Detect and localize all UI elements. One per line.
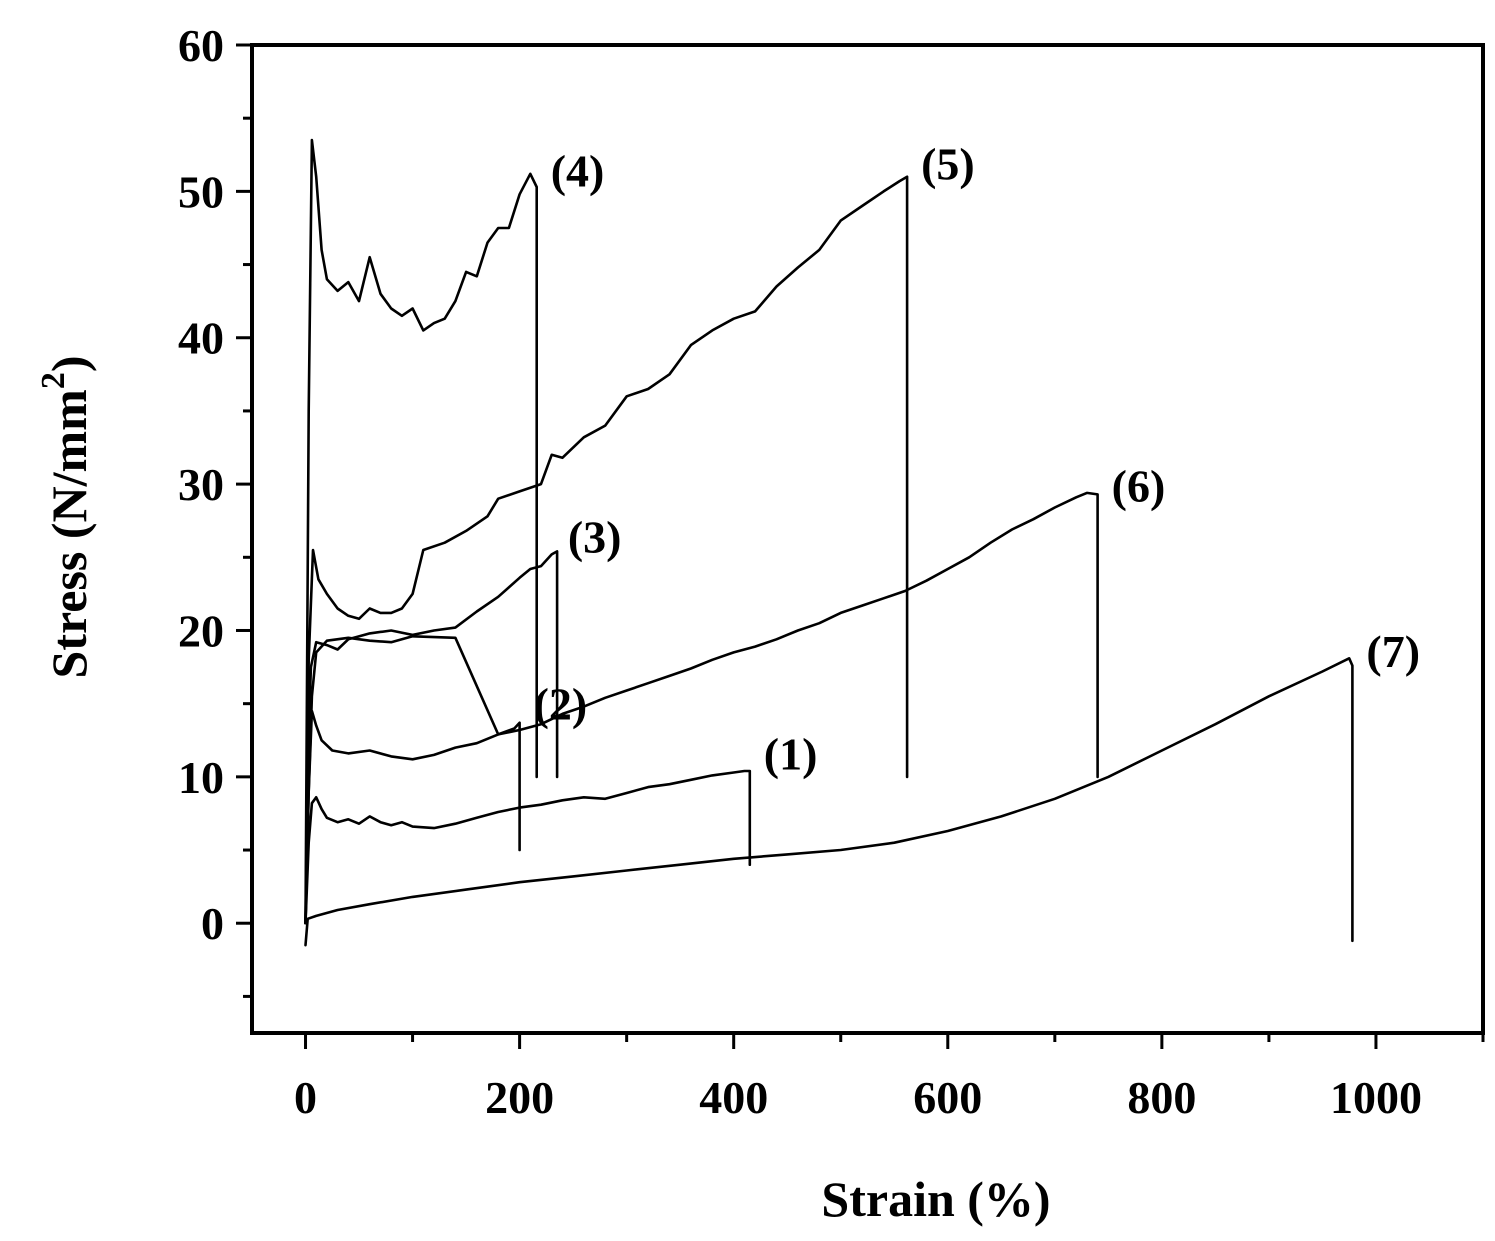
x-tick-label: 1000: [1330, 1072, 1422, 1123]
y-tick-label: 30: [178, 459, 224, 510]
series-curve-3: [304, 550, 559, 925]
series-label-5: (5): [921, 138, 975, 189]
x-axis-title: Strain (%): [821, 1171, 1050, 1227]
x-tick-label: 800: [1127, 1072, 1196, 1123]
x-tick-label: 200: [485, 1072, 554, 1123]
plot-frame: [250, 43, 1485, 1035]
series-label-1: (1): [764, 728, 818, 779]
y-axis-title-superscript: 2: [35, 372, 72, 389]
y-axis-title-group: Stress (N/mm2): [35, 356, 97, 679]
series-curves: [304, 138, 1354, 947]
y-tick-label: 50: [178, 166, 224, 217]
axis-ticks: 0 200 400 600 800 1000 0 10 20 30 40 50 60: [178, 20, 1485, 1123]
y-axis-title: Stress (N/mm2): [35, 356, 97, 679]
series-label-7: (7): [1366, 626, 1420, 677]
y-tick-label: 20: [178, 605, 224, 656]
series-label-2: (2): [534, 679, 588, 730]
series-label-6: (6): [1112, 460, 1166, 511]
series-label-4: (4): [551, 146, 605, 197]
y-tick-label: 60: [178, 20, 224, 71]
series-label-3: (3): [568, 512, 622, 563]
y-axis-title-close: ): [41, 356, 97, 373]
series-curve-2: [304, 709, 521, 925]
series-curve-5: [304, 175, 909, 925]
y-tick-label: 10: [178, 752, 224, 803]
series-curve-7: [304, 657, 1354, 947]
x-tick-label: 400: [699, 1072, 768, 1123]
series-curve-4: [304, 138, 538, 925]
y-axis-title-main: Stress (N/mm: [41, 389, 97, 678]
y-tick-label: 0: [201, 898, 224, 949]
series-curve-1: [304, 769, 752, 925]
y-tick-label: 40: [178, 313, 224, 364]
series-labels: (1) (2) (3) (4) (5) (6) (7): [534, 138, 1420, 779]
series-curve-6: [304, 491, 1099, 925]
x-tick-label: 0: [294, 1072, 317, 1123]
x-tick-label: 600: [913, 1072, 982, 1123]
